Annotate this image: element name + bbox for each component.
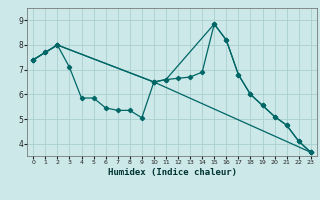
X-axis label: Humidex (Indice chaleur): Humidex (Indice chaleur) — [108, 168, 236, 177]
